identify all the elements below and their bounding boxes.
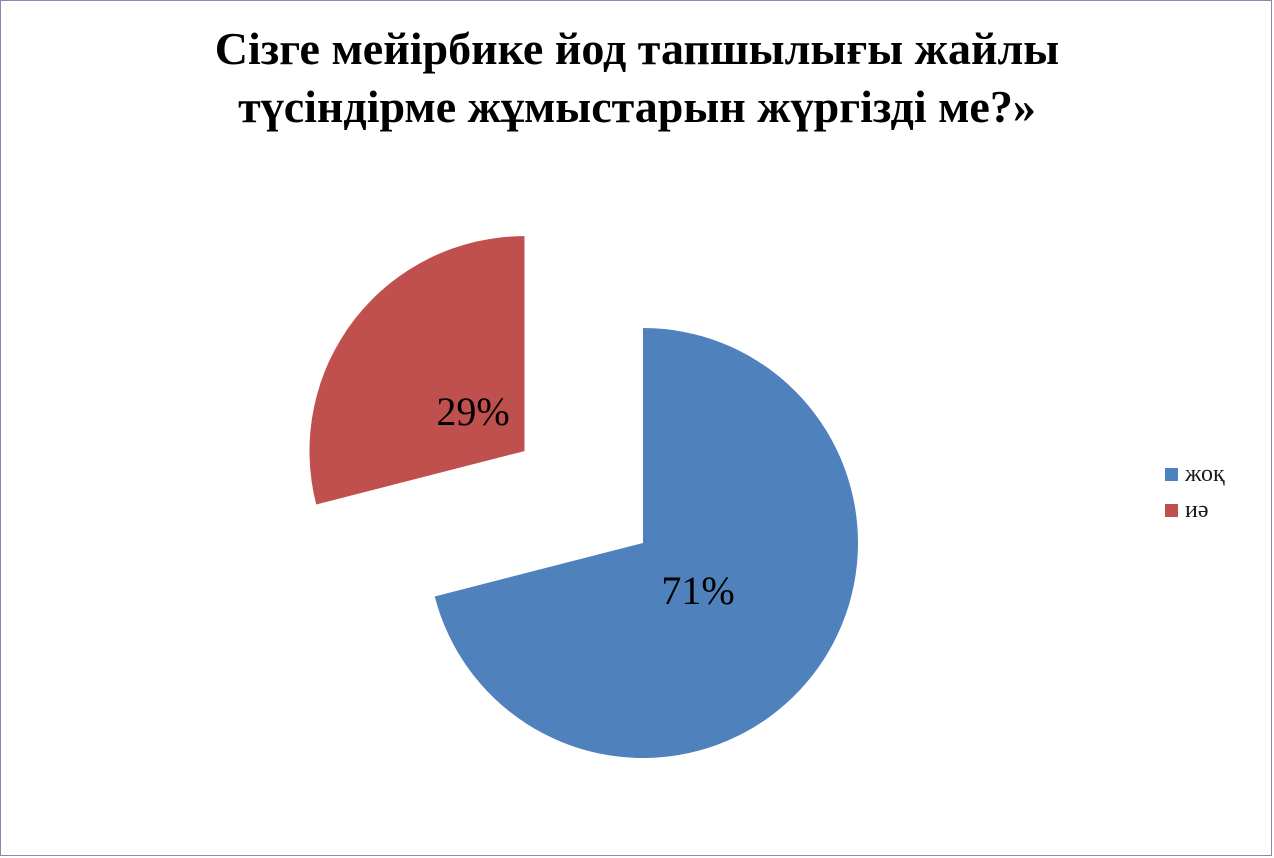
chart-title-line-1: Сізге мейірбике йод тапшылығы жайлы	[214, 23, 1060, 74]
legend: жоқ иә	[1165, 458, 1225, 530]
legend-swatch-ie	[1165, 503, 1178, 517]
legend-item-ie[interactable]: иә	[1165, 494, 1225, 526]
pie-slice-zhok[interactable]	[434, 328, 858, 758]
data-label-zhok: 71%	[661, 568, 734, 613]
chart-title: Сізге мейірбике йод тапшылығы жайлы түсі…	[0, 20, 1274, 136]
legend-item-zhok[interactable]: жоқ	[1165, 458, 1225, 490]
chart-title-line-2: түсіндірме жұмыстарын жүргізді ме?»	[238, 81, 1036, 132]
legend-swatch-zhok	[1165, 467, 1178, 481]
pie-slice-ie[interactable]	[309, 236, 525, 505]
legend-label-ie: иә	[1185, 496, 1209, 523]
data-label-ie: 29%	[436, 389, 509, 434]
legend-label-zhok: жоқ	[1185, 460, 1225, 487]
